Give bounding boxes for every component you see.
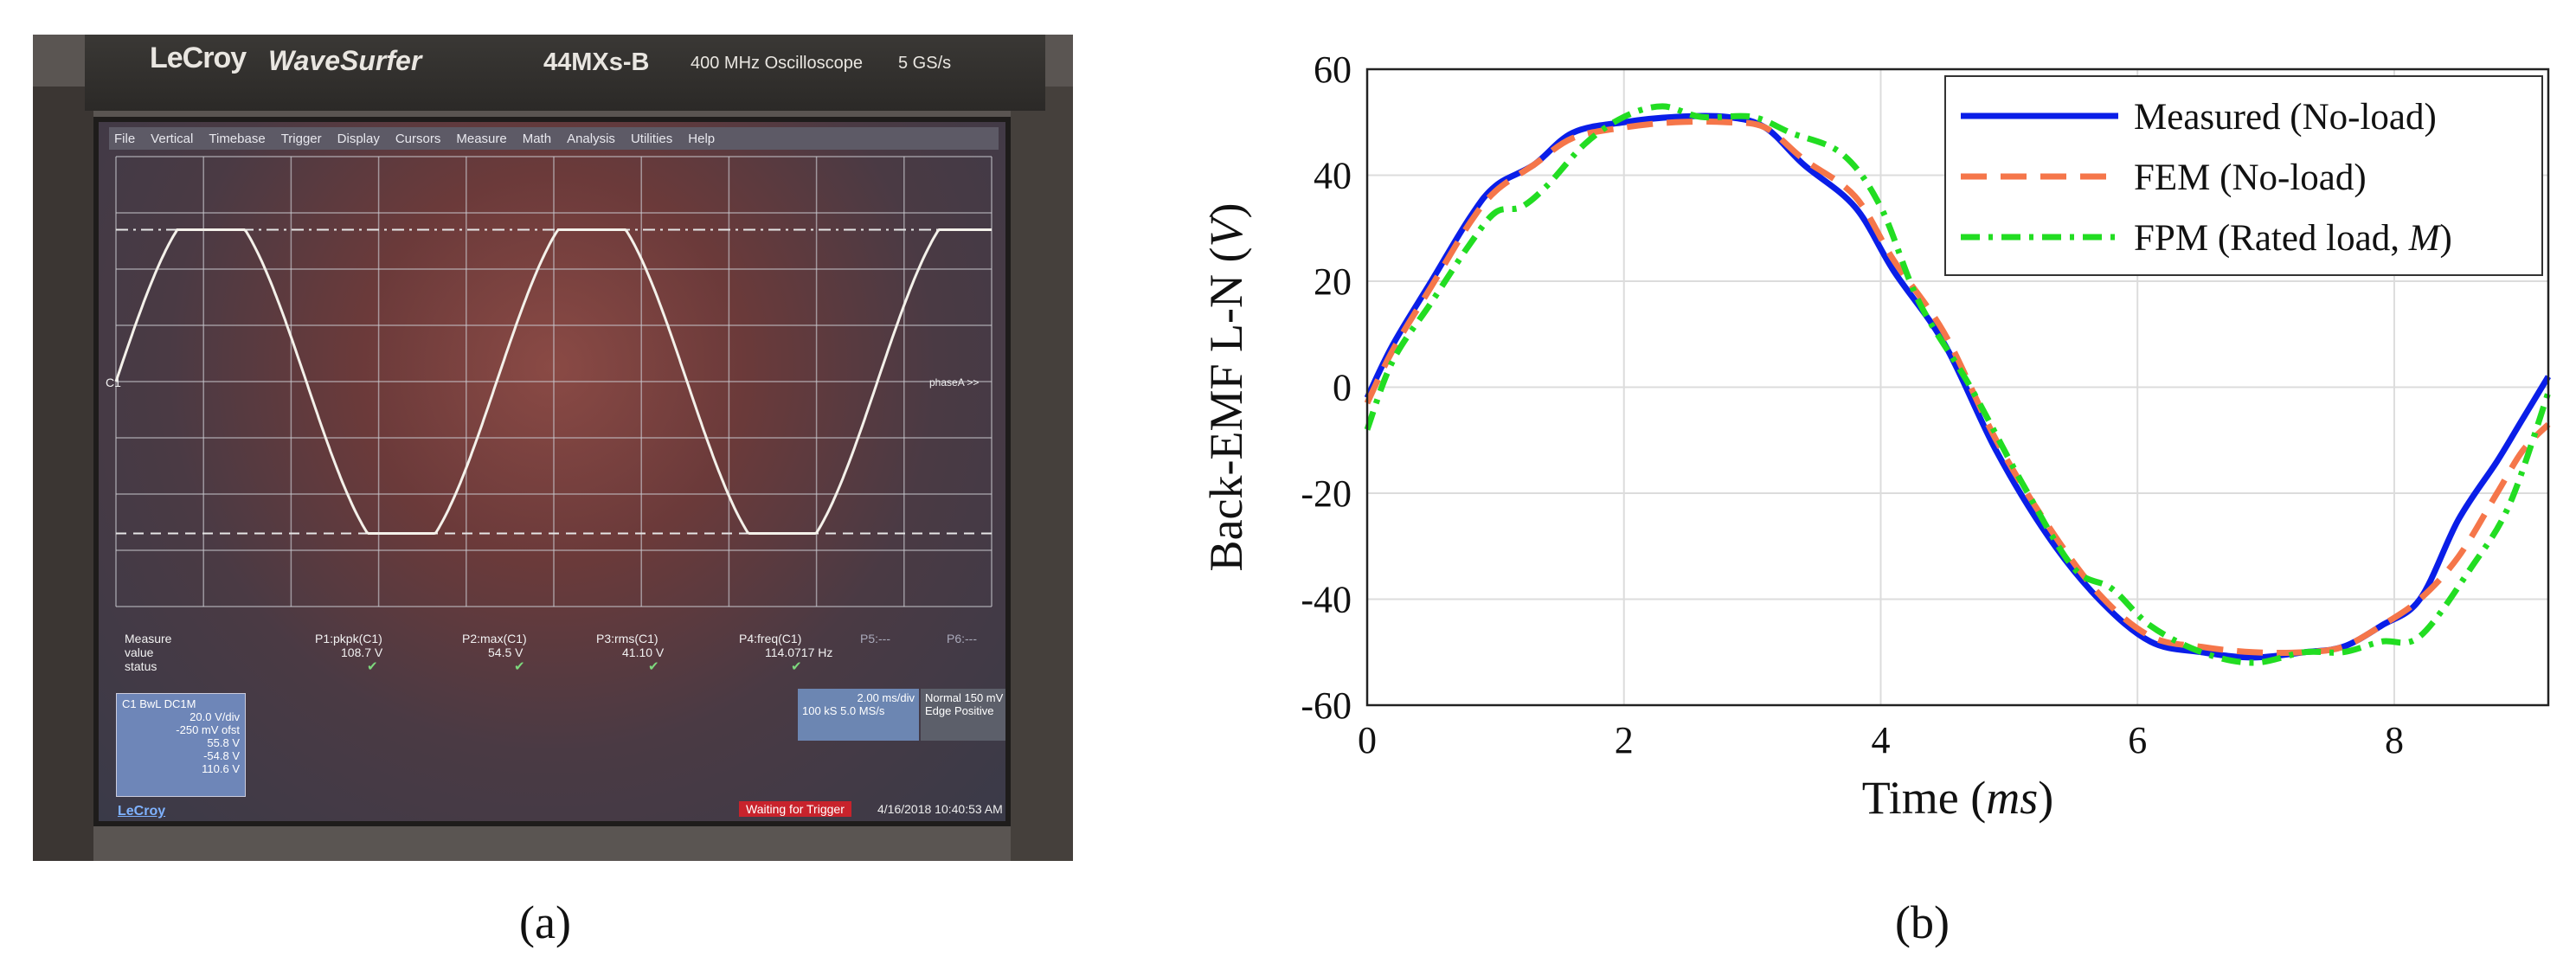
channel-line: -250 mV ofst: [176, 723, 240, 736]
measurement-value: 41.10 V: [622, 645, 665, 659]
scope-menu-bar: File Vertical Timebase Trigger Display Cursor…: [109, 127, 999, 150]
measure-title: Measure: [125, 632, 172, 645]
status-badge: Waiting for Trigger: [739, 801, 851, 817]
series-line-1: [1364, 118, 2551, 657]
x-tick-label: 6: [2128, 719, 2147, 761]
trigger-line: Normal 150 mV: [925, 691, 1004, 704]
scope-menu-item[interactable]: Help: [688, 131, 716, 146]
trace-label: C1: [106, 376, 121, 389]
y-tick-label: 20: [1314, 260, 1352, 303]
brand-rate: 5 GS/s: [898, 54, 952, 73]
status-check-icon: ✔: [791, 659, 802, 674]
scope-menu-item[interactable]: Utilities: [630, 131, 673, 146]
status-check-icon: ✔: [367, 659, 378, 674]
scope-menu-item[interactable]: File: [114, 131, 136, 146]
back-emf-chart: 0 2 4 6 8 -60 -40 -20 0 20 40 60 Time (ms) Back-EMF L…: [1200, 52, 2552, 824]
bezel-right: [1011, 87, 1073, 861]
scope-menu-item[interactable]: Measure: [456, 131, 507, 146]
timebase-box[interactable]: 2.00 ms/div 100 kS 5.0 MS/s: [798, 689, 919, 741]
x-axis-label: Time (ms): [1862, 772, 2054, 824]
caption-b: (b): [1895, 896, 1950, 948]
x-tick-label: 4: [1871, 719, 1890, 761]
scope-menu-item[interactable]: Math: [522, 131, 552, 146]
axes-frame: [1365, 67, 2550, 707]
measurement-value: 114.0717 Hz: [765, 645, 833, 659]
trigger-line: Edge Positive: [925, 704, 994, 717]
brand-product: WaveSurfer: [268, 45, 422, 76]
measurement-name: P1:pkpk(C1): [315, 632, 382, 645]
status-check-icon: ✔: [648, 659, 659, 674]
x-tick-label: 2: [1615, 719, 1634, 761]
y-tick-label: 60: [1314, 52, 1352, 91]
timestamp: 4/16/2018 10:40:53 AM: [877, 802, 1003, 816]
y-axis-label: Back-EMF L-N (V): [1200, 203, 1252, 572]
measurement-value: 108.7 V: [341, 645, 383, 659]
channel-box[interactable]: C1 BwL DC1M 20.0 V/div -250 mV ofst 55.8…: [116, 693, 246, 797]
scope-grid: [114, 156, 992, 607]
timebase-line: 2.00 ms/div: [857, 691, 915, 704]
series-line-2: [1364, 103, 2552, 666]
bezel-left: [33, 87, 93, 861]
x-tick-label: 0: [1358, 719, 1377, 761]
channel-line: 20.0 V/div: [190, 710, 240, 723]
measurement-name: P2:max(C1): [462, 632, 527, 645]
brand-model: 44MXs-B: [543, 48, 650, 76]
channel-box-head: C1 BwL DC1M: [122, 697, 196, 710]
scope-screen: File Vertical Timebase Trigger Display Cursor…: [93, 117, 1011, 826]
measure-value-label: value: [125, 645, 154, 659]
caption-a: (a): [519, 896, 571, 948]
channel-line: -54.8 V: [203, 749, 240, 762]
x-tick-label: 8: [2385, 719, 2404, 761]
bezel-top: [85, 35, 1045, 111]
legend-label: Measured (No-load): [2134, 97, 2437, 138]
timebase-line: 100 kS 5.0 MS/s: [802, 704, 885, 717]
scope-menu-item[interactable]: Timebase: [209, 131, 266, 146]
y-tick-label: 0: [1333, 367, 1352, 409]
scope-logo: LeCroy: [118, 804, 166, 819]
legend-label: FPM (Rated load, M): [2134, 218, 2452, 259]
brand-bandwidth: 400 MHz Oscilloscope: [691, 54, 863, 73]
channel-line: 55.8 V: [207, 736, 240, 749]
y-tick-label: -20: [1301, 472, 1352, 515]
oscilloscope-photo: LeCroy WaveSurfer 44MXs-B 400 MHz Oscill…: [33, 35, 1073, 861]
y-tick-label: 40: [1314, 155, 1352, 197]
measure-status-label: status: [125, 659, 157, 673]
y-tick-label: -40: [1301, 579, 1352, 621]
measurement-slot: P5:---: [860, 632, 890, 645]
y-tick-label: -60: [1301, 684, 1352, 727]
scope-menu-item[interactable]: Analysis: [567, 131, 615, 146]
scope-menu-item[interactable]: Trigger: [280, 131, 322, 146]
measurement-name: P4:freq(C1): [739, 632, 802, 645]
cursor-label: phaseA >>: [929, 376, 980, 388]
status-check-icon: ✔: [514, 659, 525, 674]
measurement-value: 54.5 V: [488, 645, 524, 659]
measurement-name: P3:rms(C1): [596, 632, 658, 645]
scope-menu-item[interactable]: Cursors: [395, 131, 441, 146]
brand-lecroy: LeCroy: [150, 42, 247, 74]
legend-label: FEM (No-load): [2134, 157, 2367, 198]
scope-menu-item[interactable]: Vertical: [151, 131, 194, 146]
scope-menu-item[interactable]: Display: [337, 131, 380, 146]
measurement-slot: P6:---: [947, 632, 977, 645]
channel-line: 110.6 V: [202, 762, 240, 775]
scope-waveform: [114, 228, 992, 535]
trigger-box[interactable]: Normal 150 mV Edge Positive: [921, 689, 1005, 741]
